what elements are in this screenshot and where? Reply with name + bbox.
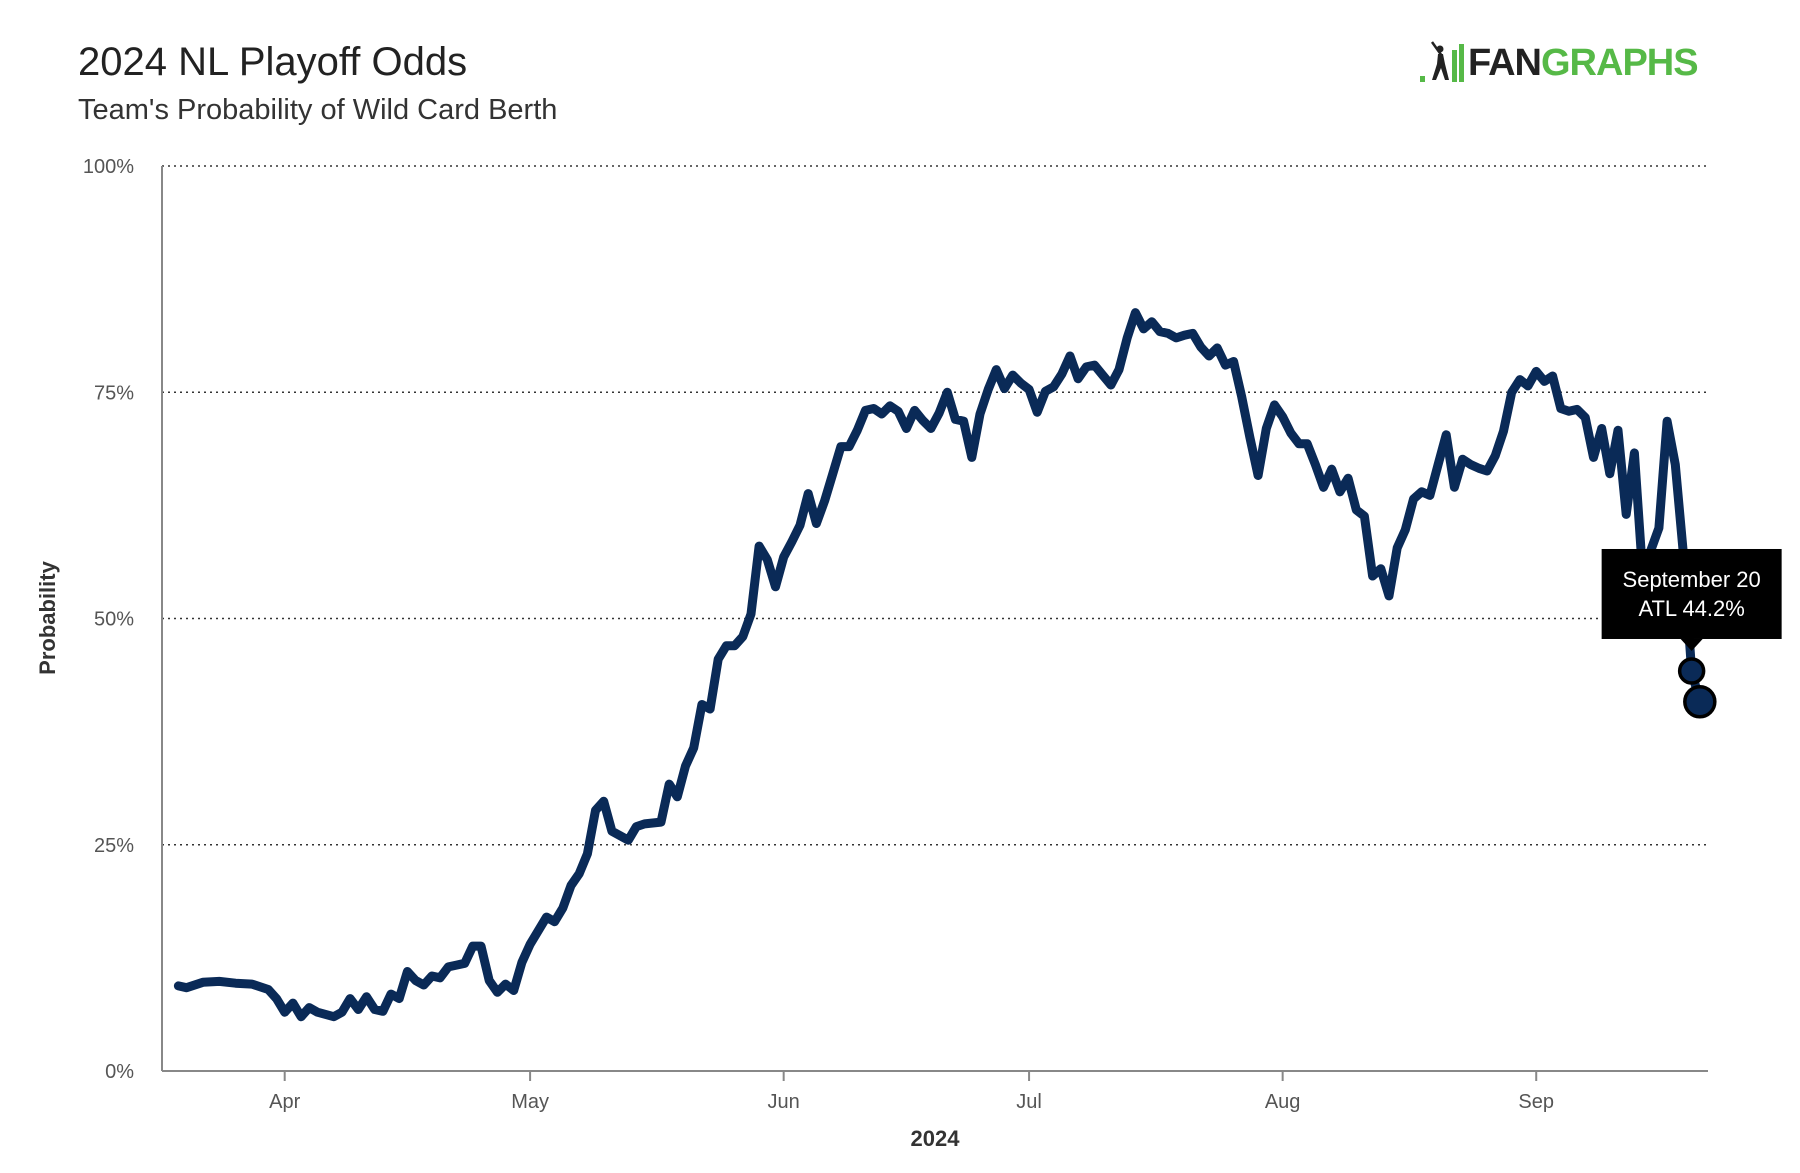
tooltip: September 20 ATL 44.2% [1601,548,1782,651]
tooltip-box [1601,548,1782,639]
y-tick-label: 0% [105,1061,134,1083]
y-tick-label: 100% [83,156,134,178]
point-markers[interactable] [1677,657,1717,719]
x-tick-label: Aug [1265,1091,1301,1113]
brand-name-part1: FAN [1468,41,1542,84]
series-line-ATL [173,308,1705,1022]
x-tick-label: Jun [768,1091,800,1113]
tooltip-date: September 20 [1623,567,1761,592]
y-tick-label: 75% [94,382,134,404]
fangraphs-logo[interactable]: FANGRAPHS [1418,38,1699,88]
chart-subtitle: Team's Probability of Wild Card Berth [78,94,558,126]
tooltip-pointer [1680,638,1703,651]
brand-name-part2: GRAPHS [1541,41,1699,84]
axes [161,166,1708,1081]
series [173,308,1705,1022]
x-tick-label: Sep [1518,1091,1554,1113]
x-tick-label: Apr [269,1091,300,1113]
batter-logo-icon [1420,41,1464,82]
tick-labels: 0% 25% 50% 75% 100% Apr May Jun Jul Aug Sep [83,156,1554,1113]
data-point-marker[interactable] [1677,657,1706,685]
data-point-marker[interactable] [1683,685,1717,719]
tooltip-value: ATL 44.2% [1638,596,1744,621]
y-tick-label: 50% [94,609,134,631]
x-axis-title: 2024 [911,1126,961,1151]
brand-name: FANGRAPHS [1468,41,1699,85]
y-tick-label: 25% [94,835,134,857]
chart-title: 2024 NL Playoff Odds [78,40,468,84]
x-tick-label: Jul [1016,1091,1042,1113]
x-tick-label: May [511,1091,549,1113]
gridlines [162,165,1708,846]
y-axis-title: Probability [35,560,60,674]
